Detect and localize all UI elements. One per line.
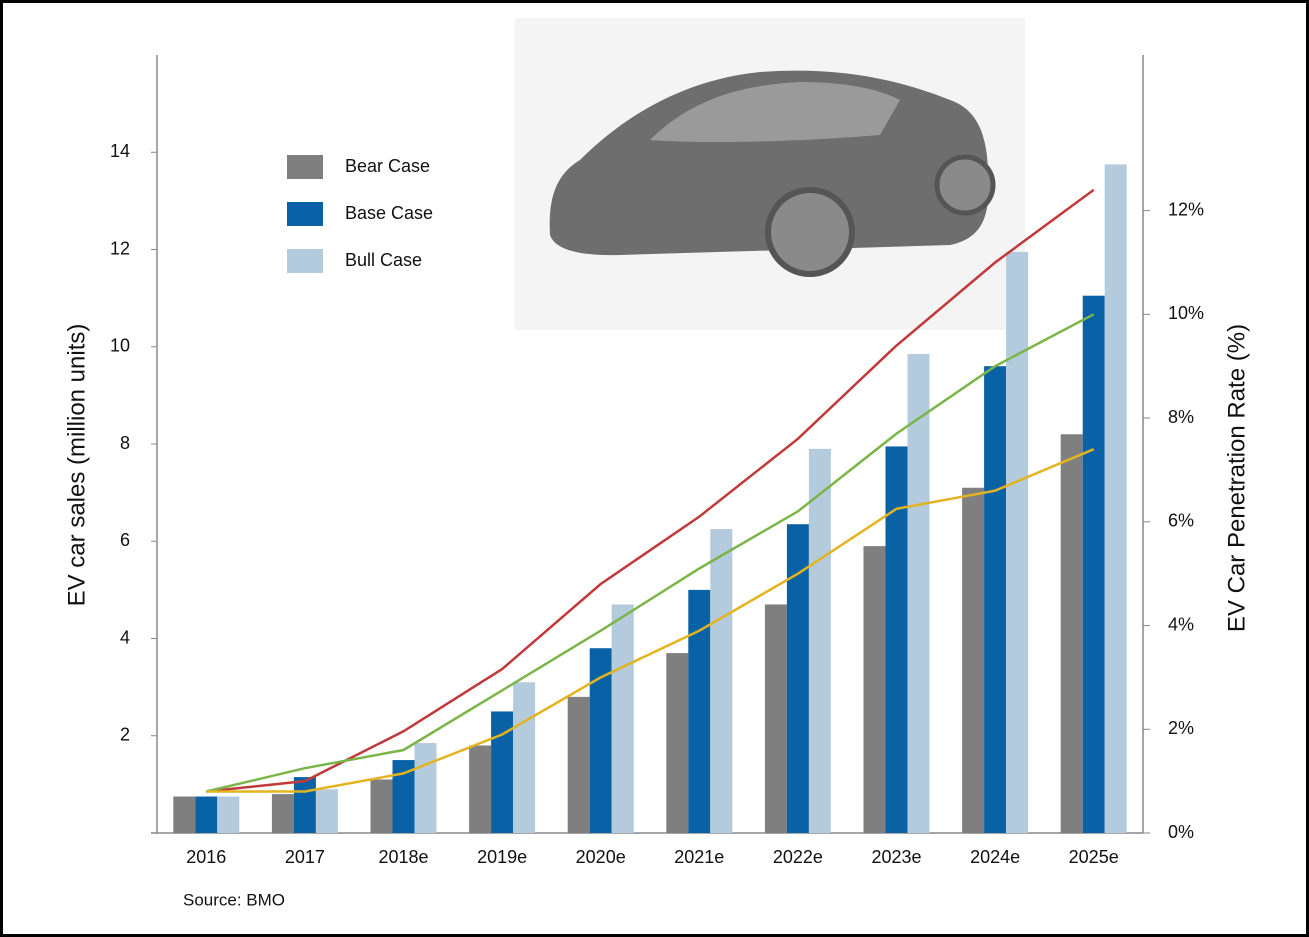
- bar: [1104, 164, 1127, 833]
- legend-label: Bear Case: [345, 156, 430, 176]
- legend-swatch: [287, 249, 323, 273]
- x-tick-label: 2019e: [477, 847, 527, 867]
- line-series: [206, 188, 1095, 793]
- bar: [786, 524, 809, 833]
- bar: [1082, 295, 1105, 834]
- bar: [271, 794, 294, 833]
- bar: [173, 796, 196, 833]
- bar: [666, 653, 689, 833]
- bar: [469, 745, 492, 833]
- bar: [688, 589, 711, 833]
- x-tick-label: 2020e: [576, 847, 626, 867]
- bar: [808, 448, 831, 833]
- y2-tick-label: 12%: [1168, 199, 1204, 219]
- x-tick-label: 2023e: [871, 847, 921, 867]
- legend-label: Base Case: [345, 203, 433, 223]
- legend-swatch: [287, 202, 323, 226]
- source-note: Source: BMO: [183, 890, 285, 909]
- bar: [1006, 251, 1029, 833]
- y-tick-label: 2: [120, 725, 130, 745]
- y-tick-label: 6: [120, 530, 130, 550]
- line-series: [206, 448, 1095, 793]
- bar: [962, 487, 985, 833]
- bar: [885, 446, 908, 833]
- bar: [710, 529, 733, 833]
- x-tick-label: 2018e: [378, 847, 428, 867]
- x-tick-label: 2016: [186, 847, 226, 867]
- y-tick-label: 14: [110, 141, 130, 161]
- y2-tick-label: 10%: [1168, 303, 1204, 323]
- bar: [414, 743, 437, 833]
- y2-tick-label: 8%: [1168, 407, 1194, 427]
- legend-label: Bull Case: [345, 250, 422, 270]
- bar: [589, 648, 612, 833]
- bar: [370, 779, 393, 833]
- car-window: [650, 82, 900, 143]
- y-tick-label: 4: [120, 627, 130, 647]
- y2-axis-title: EV Car Penetration Rate (%): [1223, 324, 1250, 632]
- x-tick-label: 2021e: [674, 847, 724, 867]
- y-tick-label: 12: [110, 238, 130, 258]
- y-tick-label: 8: [120, 433, 130, 453]
- bar: [217, 796, 240, 833]
- bar: [764, 604, 787, 833]
- car-wheel: [934, 154, 996, 216]
- y-axis-title: EV car sales (million units): [63, 324, 90, 607]
- legend-swatch: [287, 155, 323, 179]
- bar: [315, 789, 338, 833]
- x-tick-label: 2017: [285, 847, 325, 867]
- x-tick-label: 2024e: [970, 847, 1020, 867]
- x-tick-label: 2025e: [1069, 847, 1119, 867]
- bar: [1060, 434, 1083, 833]
- car-image: [515, 18, 1025, 330]
- bar: [984, 366, 1007, 833]
- line-series: [206, 313, 1095, 793]
- bar: [567, 696, 590, 833]
- bar: [491, 711, 514, 833]
- y2-tick-label: 2%: [1168, 718, 1194, 738]
- bar: [293, 777, 316, 833]
- y2-tick-label: 6%: [1168, 511, 1194, 531]
- car-wheel: [765, 187, 855, 277]
- bar: [611, 604, 634, 833]
- y-tick-label: 10: [110, 336, 130, 356]
- bar: [392, 760, 415, 833]
- bar: [907, 354, 930, 833]
- bar: [195, 796, 218, 833]
- bar: [513, 682, 536, 833]
- y2-tick-label: 4%: [1168, 614, 1194, 634]
- y2-tick-label: 0%: [1168, 822, 1194, 842]
- bar: [863, 546, 886, 833]
- x-tick-label: 2022e: [773, 847, 823, 867]
